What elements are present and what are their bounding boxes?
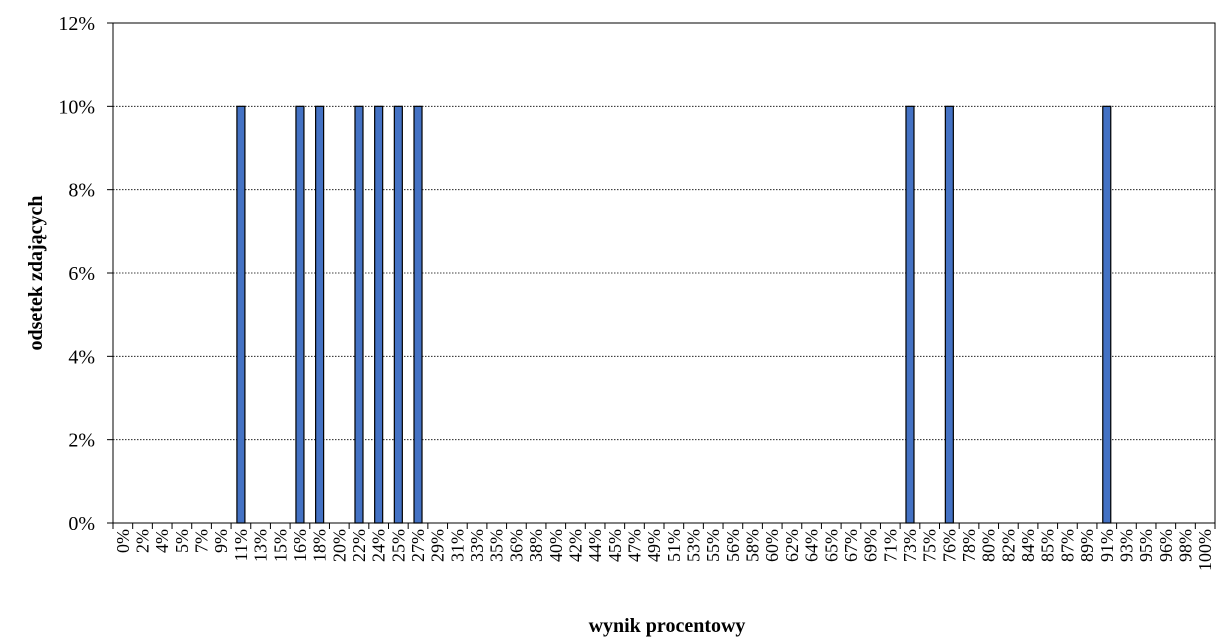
x-tick-label: 40% [546, 529, 566, 562]
bar [905, 105, 915, 524]
bar [374, 105, 384, 524]
x-tick-label: 100% [1195, 529, 1215, 571]
x-tick-label: 98% [1175, 529, 1195, 562]
x-tick-label: 96% [1156, 529, 1176, 562]
x-tick-label: 7% [192, 529, 212, 553]
x-tick-label: 25% [388, 529, 408, 562]
x-tick-label: 67% [841, 529, 861, 562]
x-tick-label: 95% [1136, 529, 1156, 562]
x-tick-label: 80% [979, 529, 999, 562]
bar [315, 105, 325, 524]
x-tick-label: 78% [959, 529, 979, 562]
x-tick-label: 55% [703, 529, 723, 562]
x-tick-label: 91% [1097, 529, 1117, 562]
x-tick-label: 22% [349, 529, 369, 562]
x-tick-label: 0% [113, 529, 133, 553]
x-tick-label: 36% [506, 529, 526, 562]
x-tick-label: 85% [1038, 529, 1058, 562]
x-tick-label: 24% [369, 529, 389, 562]
x-tick-label: 49% [644, 529, 664, 562]
x-tick-label: 93% [1116, 529, 1136, 562]
x-tick-label: 71% [880, 529, 900, 562]
x-tick-label: 69% [861, 529, 881, 562]
x-tick-label: 62% [782, 529, 802, 562]
bar [354, 105, 364, 524]
x-tick-label: 9% [211, 529, 231, 553]
x-tick-label: 42% [565, 529, 585, 562]
x-tick-label: 15% [270, 529, 290, 562]
x-tick-label: 82% [998, 529, 1018, 562]
y-tick-label: 10% [58, 96, 95, 118]
x-tick-label: 47% [624, 529, 644, 562]
y-tick-label: 0% [68, 513, 95, 535]
x-tick-label: 76% [939, 529, 959, 562]
y-tick-label: 8% [68, 180, 95, 202]
x-tick-label: 65% [821, 529, 841, 562]
bar [1102, 105, 1112, 524]
x-tick-label: 27% [408, 529, 428, 562]
y-tick-label: 6% [68, 263, 95, 285]
x-tick-label: 58% [743, 529, 763, 562]
x-tick-label: 56% [723, 529, 743, 562]
x-tick-label: 20% [329, 529, 349, 562]
bar [944, 105, 954, 524]
x-tick-label: 16% [290, 529, 310, 562]
bar [413, 105, 423, 524]
x-tick-label: 84% [1018, 529, 1038, 562]
x-tick-label: 2% [133, 529, 153, 553]
y-axis-ticks: 0% 2% 4% 6% 8% 10% 12% [58, 13, 113, 535]
x-tick-label: 64% [802, 529, 822, 562]
x-tick-label: 4% [152, 529, 172, 553]
x-tick-label: 13% [251, 529, 271, 562]
bar [236, 105, 246, 524]
x-tick-label: 18% [310, 529, 330, 562]
x-tick-label: 51% [664, 529, 684, 562]
x-tick-label: 89% [1077, 529, 1097, 562]
x-tick-label: 11% [231, 529, 251, 561]
bar [295, 105, 305, 524]
x-tick-label: 29% [428, 529, 448, 562]
x-tick-label: 44% [585, 529, 605, 562]
x-tick-label: 75% [920, 529, 940, 562]
y-axis-title: odsetek zdających [25, 196, 47, 351]
y-tick-label: 4% [68, 346, 95, 368]
x-axis-ticks: 0% 2% 4% 5% 7% 9% 11% 13% 15% 16% 18% 20% 22% 24% 25% 2… [112, 523, 1216, 571]
x-axis-title: wynik procentowy [589, 615, 746, 637]
x-tick-label: 53% [684, 529, 704, 562]
y-tick-label: 2% [68, 430, 95, 452]
x-tick-label: 87% [1057, 529, 1077, 562]
y-tick-label: 12% [58, 13, 95, 35]
bars [236, 105, 1112, 524]
x-tick-label: 33% [467, 529, 487, 562]
x-tick-label: 38% [526, 529, 546, 562]
x-tick-label: 45% [605, 529, 625, 562]
x-tick-label: 31% [447, 529, 467, 562]
x-tick-label: 35% [487, 529, 507, 562]
x-tick-label: 60% [762, 529, 782, 562]
bar [393, 105, 403, 524]
x-tick-label: 73% [900, 529, 920, 562]
x-tick-label: 5% [172, 529, 192, 553]
